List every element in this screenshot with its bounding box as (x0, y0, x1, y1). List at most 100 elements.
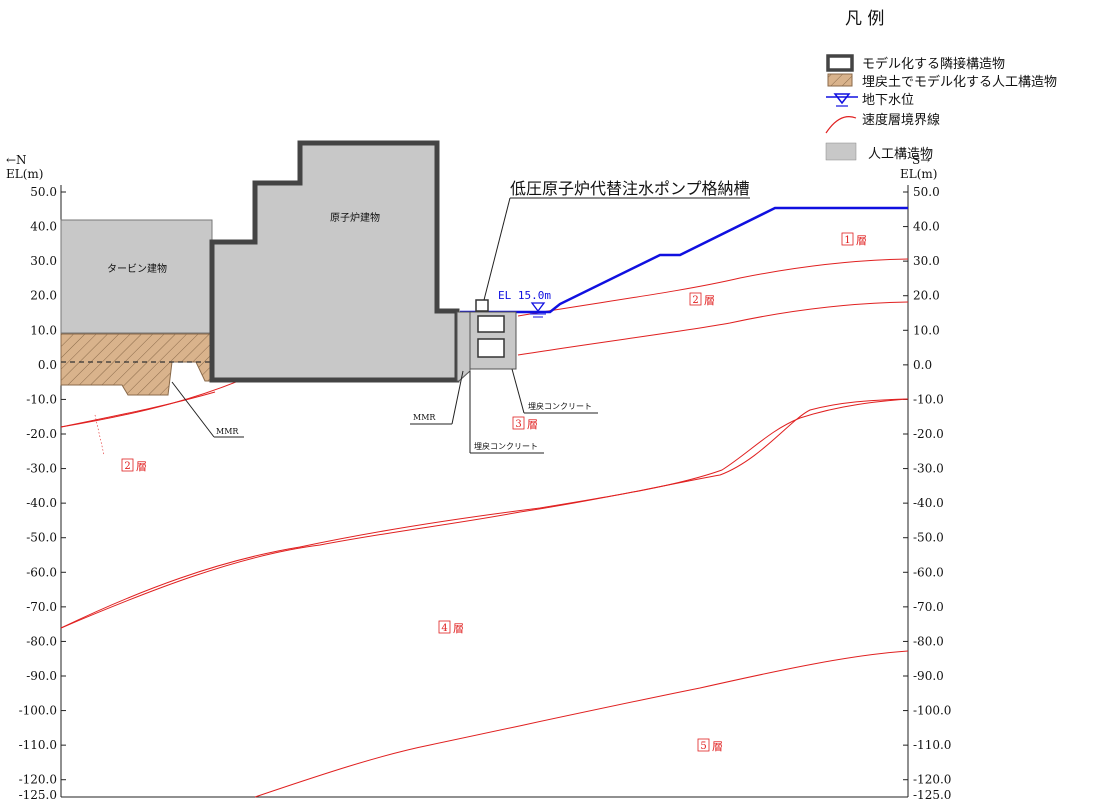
left-tick-label: -90.0 (26, 669, 57, 683)
left-tick-label: -40.0 (26, 496, 57, 510)
mmr-mid-leader (451, 370, 464, 425)
reactor-building-label: 原子炉建物 (330, 211, 380, 224)
svg-text:層: 層 (527, 418, 538, 431)
legend-water-label: 地下水位 (862, 93, 914, 108)
right-tick-label: -100.0 (913, 704, 951, 718)
mmr-mid-label: MMR (413, 413, 436, 422)
layer-label-4: 4 層 (438, 620, 464, 635)
svg-text:層: 層 (453, 622, 464, 635)
turbine-building (60, 219, 213, 334)
turbine-building-label: タービン建物 (107, 262, 167, 275)
boundary-line (60, 391, 216, 428)
right-tick-label: 40.0 (913, 220, 940, 234)
pit-title: 低圧原子炉代替注水ポンプ格納槽 (510, 179, 750, 198)
svg-text:2: 2 (692, 295, 698, 306)
legend-artificial-swatch (825, 142, 857, 161)
water-level-marker-icon (530, 302, 546, 313)
right-tick-label: -30.0 (913, 462, 944, 476)
right-axis-unit: EL(m) (900, 167, 937, 181)
right-tick-label: -20.0 (913, 427, 944, 441)
svg-text:4: 4 (441, 623, 447, 634)
backfill-concrete-1-leader (511, 368, 525, 414)
right-tick-label: 20.0 (913, 289, 940, 303)
legend-adjacent-swatch (826, 54, 854, 72)
water-level-icon (826, 93, 858, 107)
pump-storage-pit (475, 299, 505, 358)
layer-label-1: 1 層 (841, 232, 867, 247)
left-tick-label: -110.0 (19, 738, 57, 752)
boundary-line (60, 398, 909, 629)
left-tick-label: -20.0 (26, 427, 57, 441)
right-tick-label: -50.0 (913, 531, 944, 545)
title-leader (483, 197, 511, 301)
backfill-concrete-1-label: 埋戻コンクリート (528, 401, 592, 411)
right-tick-label: 50.0 (913, 185, 940, 199)
boundary-line (60, 398, 909, 629)
right-tick-label: -125.0 (913, 788, 951, 802)
legend-artificial-label: 人工構造物 (868, 147, 933, 162)
legend-boundary-label: 速度層境界線 (862, 112, 940, 128)
right-tick-label: 30.0 (913, 254, 940, 268)
svg-text:2: 2 (124, 461, 130, 472)
left-tick-label: 20.0 (30, 289, 57, 303)
layer-label-2-right: 2 層 (689, 292, 715, 307)
left-tick-label: -70.0 (26, 600, 57, 614)
left-tick-label: 40.0 (30, 220, 57, 234)
left-tick-label: -30.0 (26, 462, 57, 476)
svg-text:3: 3 (515, 419, 521, 430)
left-tick-label: -80.0 (26, 634, 57, 648)
left-tick-label: -60.0 (26, 565, 57, 579)
left-tick-label: 10.0 (30, 323, 57, 337)
left-tick-label: -10.0 (26, 392, 57, 406)
left-axis-unit: EL(m) (6, 167, 43, 181)
mmr-left-leader (171, 381, 215, 438)
left-tick-label: -50.0 (26, 531, 57, 545)
legend-adjacent-label: モデル化する隣接構造物 (862, 56, 1005, 72)
boundary-line (517, 258, 909, 317)
layer-label-5: 5 層 (697, 738, 723, 753)
axis-ticks: 50.0 50.040.0 40.030.0 30.020.0 20.010.0 10.0… (19, 185, 952, 802)
pit-hatch-icon (475, 299, 489, 312)
svg-text:層: 層 (712, 740, 723, 753)
velocity-layer-boundaries (60, 258, 909, 798)
right-tick-label: -10.0 (913, 392, 944, 406)
right-tick-label: -80.0 (913, 634, 944, 648)
reactor-building (209, 140, 460, 383)
left-tick-label: -125.0 (19, 788, 57, 802)
boundary-line (60, 377, 247, 428)
backfill-soil-region (60, 333, 213, 396)
right-tick-label: -40.0 (913, 496, 944, 510)
left-tick-label: 30.0 (30, 254, 57, 268)
boundary-line (517, 301, 909, 356)
right-tick-label: -120.0 (913, 773, 951, 787)
layer-label-3: 3 層 (512, 416, 538, 431)
right-tick-label: -70.0 (913, 600, 944, 614)
right-tick-label: 0.0 (913, 358, 932, 372)
legend-backfill-swatch (827, 73, 853, 87)
right-tick-label: -60.0 (913, 565, 944, 579)
right-direction: S→ (912, 153, 930, 167)
legend: 凡 例 モデル化する隣接構造物 埋戻土でモデル化する人工構造物 地下水位 速度層… (825, 9, 1057, 162)
legend-backfill-label: 埋戻土でモデル化する人工構造物 (862, 74, 1057, 90)
left-tick-label: 50.0 (30, 185, 57, 199)
svg-text:層: 層 (704, 294, 715, 307)
right-tick-label: -110.0 (913, 738, 951, 752)
svg-text:層: 層 (856, 234, 867, 247)
left-tick-label: 0.0 (38, 358, 57, 372)
svg-text:1: 1 (844, 235, 850, 246)
mmr-left-label: MMR (216, 427, 239, 436)
left-direction: ←N (6, 153, 27, 167)
el-label: EL 15.0m (498, 289, 551, 302)
right-tick-label: -90.0 (913, 669, 944, 683)
legend-title: 凡 例 (845, 9, 884, 29)
legend-boundary-swatch (825, 116, 857, 134)
left-tick-label: -100.0 (19, 704, 57, 718)
right-tick-label: 10.0 (913, 323, 940, 337)
left-tick-label: -120.0 (19, 773, 57, 787)
backfill-concrete-2-label: 埋戻コンクリート (474, 441, 538, 451)
boundary-line (254, 650, 909, 798)
layer-label-2-left: 2 層 (121, 458, 147, 473)
mmr-block (456, 311, 471, 382)
svg-text:5: 5 (700, 741, 706, 752)
